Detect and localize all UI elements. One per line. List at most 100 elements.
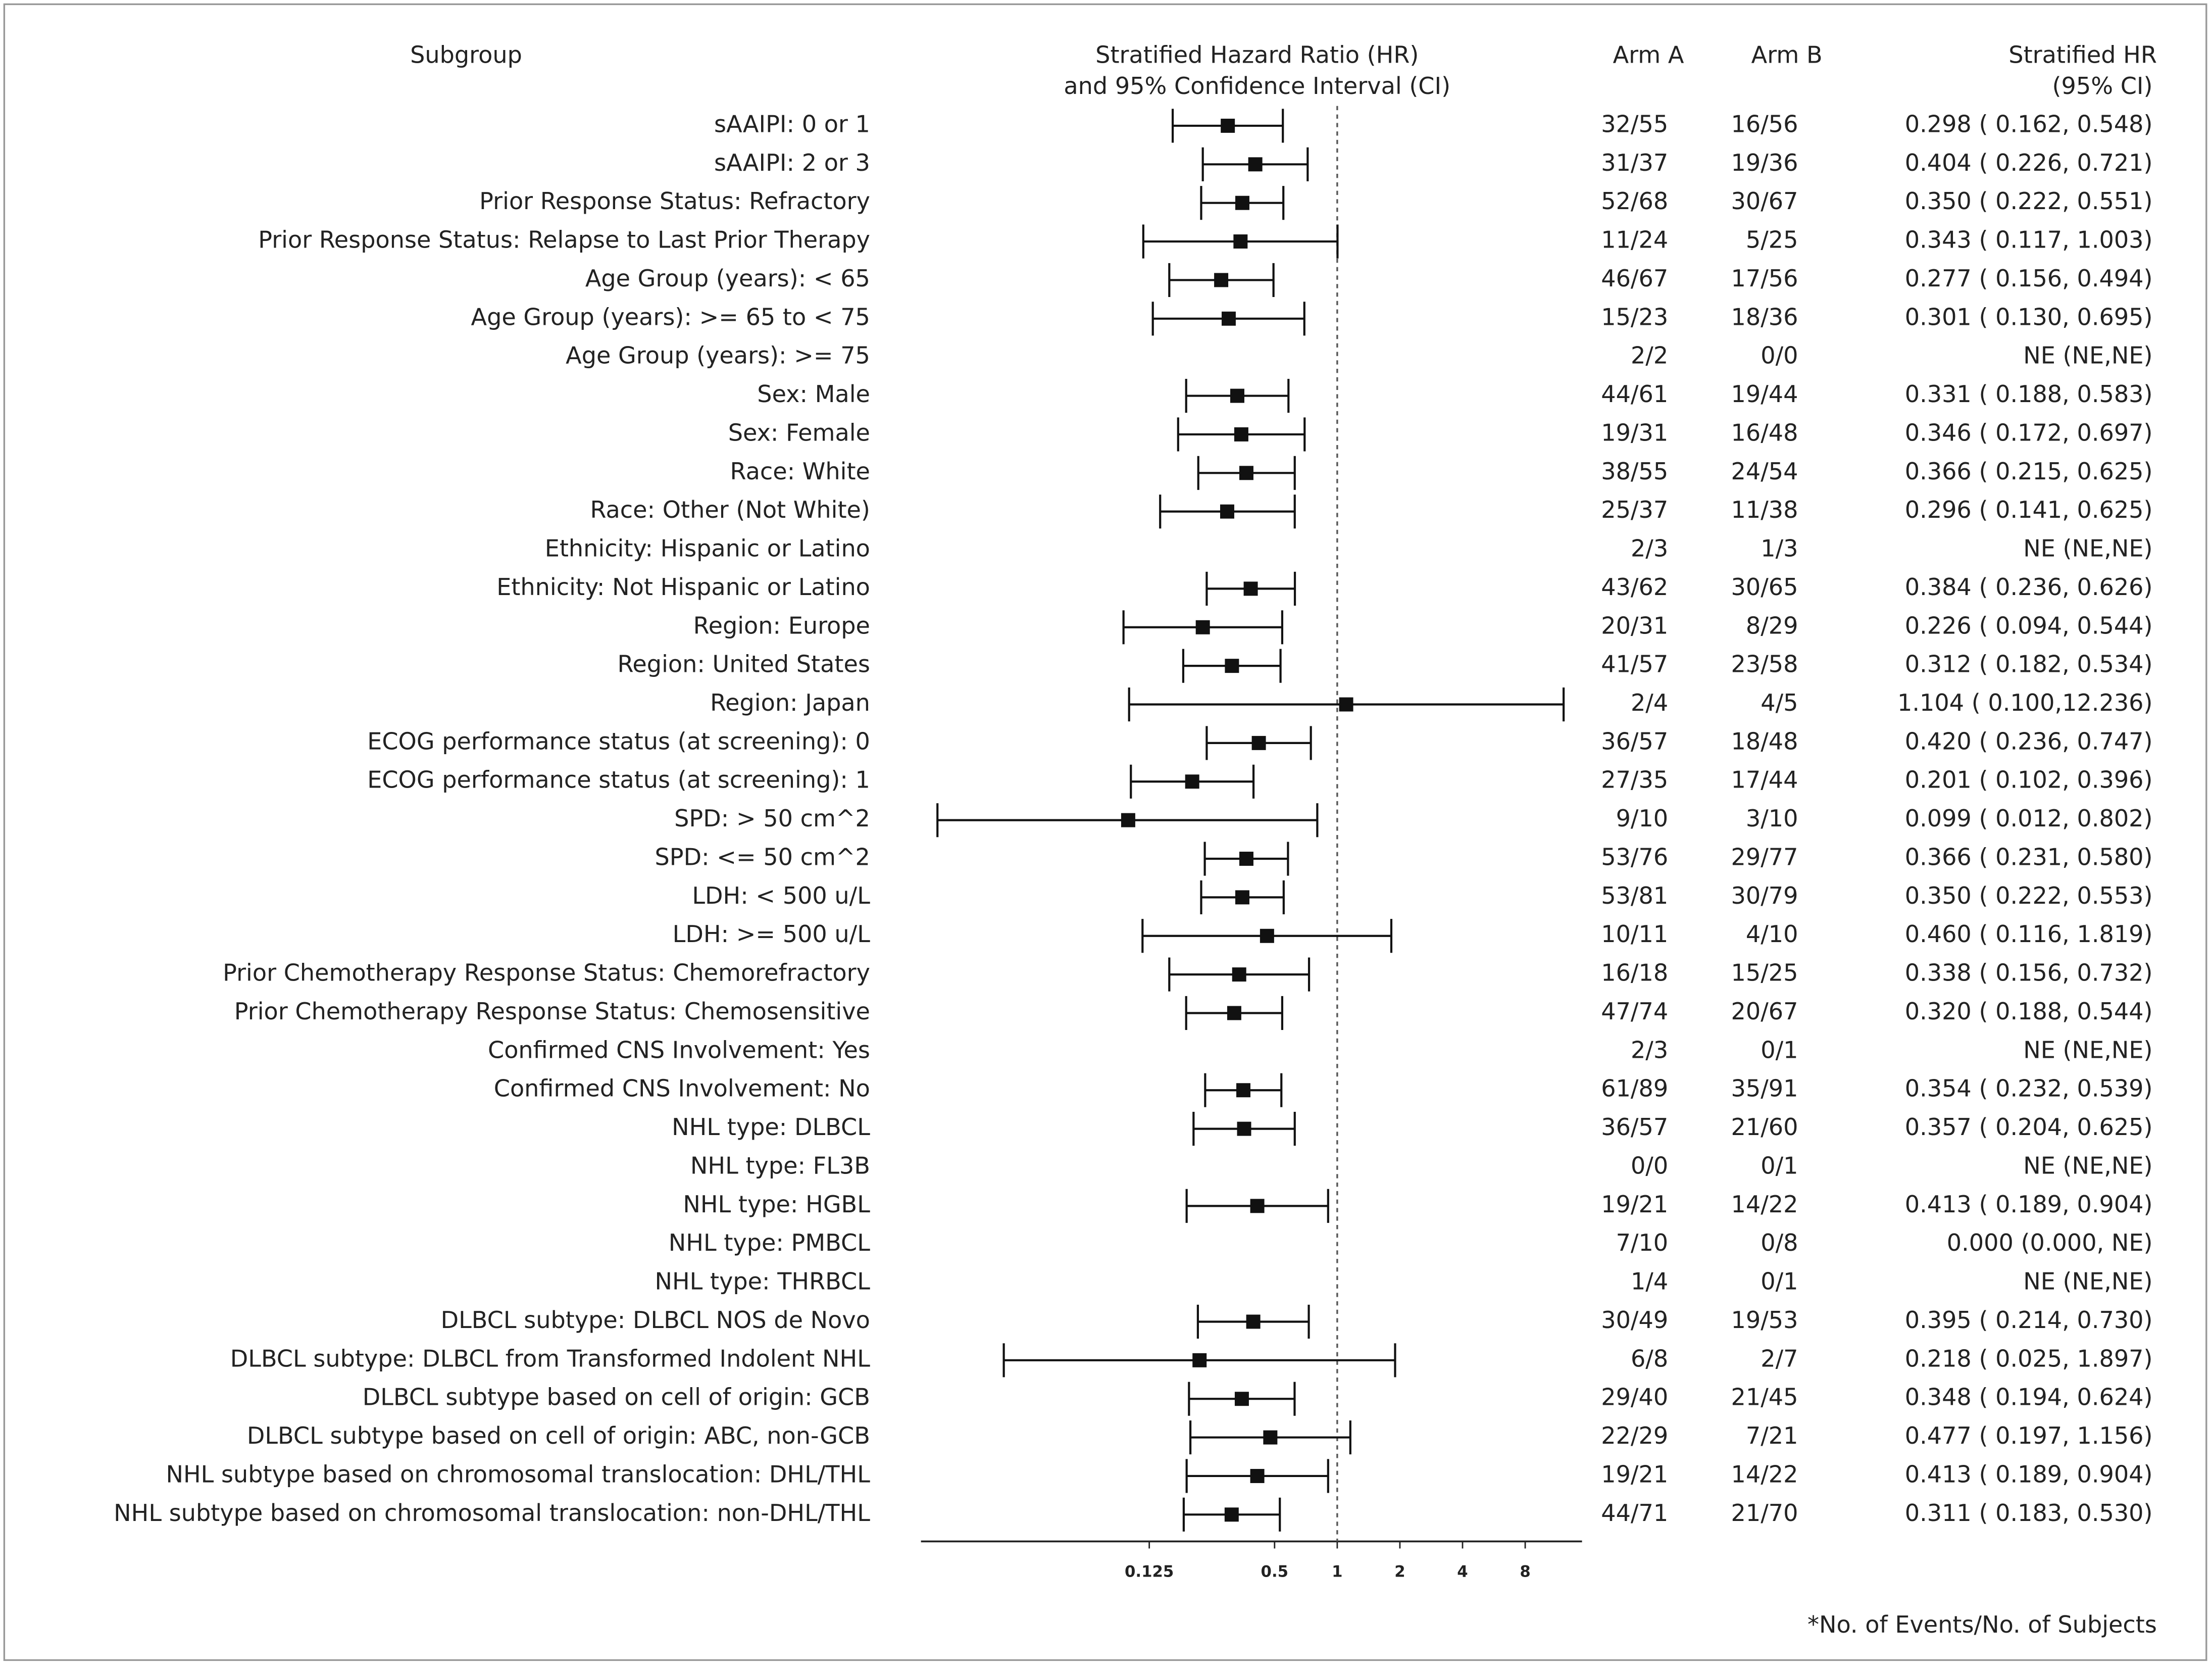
arm-b-value: 18/48 — [1731, 727, 1798, 755]
hr-marker — [1239, 852, 1253, 866]
subgroup-label: Region: Europe — [693, 612, 870, 639]
arm-a-value: 1/4 — [1631, 1268, 1668, 1295]
arm-b-value: 0/1 — [1761, 1268, 1798, 1295]
arm-a-value: 30/49 — [1601, 1306, 1668, 1334]
hr-marker — [1263, 1430, 1278, 1445]
arm-b-value: 30/67 — [1731, 187, 1798, 215]
hr-label: 0.366 ( 0.231, 0.580) — [1905, 844, 2153, 871]
subgroup-label: LDH: < 500 u/L — [692, 882, 870, 909]
hr-label: 0.301 ( 0.130, 0.695) — [1905, 303, 2153, 330]
arm-a-value: 7/10 — [1616, 1229, 1669, 1256]
subgroup-label: Confirmed CNS Involvement: Yes — [488, 1036, 870, 1063]
hr-marker — [1250, 1468, 1265, 1483]
arm-b-value: 11/38 — [1731, 496, 1798, 523]
arm-a-value: 2/2 — [1631, 342, 1668, 369]
subgroup-label: Sex: Male — [757, 380, 870, 408]
arm-b-value: 21/45 — [1731, 1384, 1798, 1411]
hr-label: 0.357 ( 0.204, 0.625) — [1905, 1113, 2153, 1141]
x-tick-label: 4 — [1457, 1563, 1468, 1581]
arm-a-value: 19/31 — [1601, 419, 1668, 446]
hr-marker — [1339, 697, 1353, 712]
arm-b-value: 0/0 — [1761, 342, 1798, 369]
arm-a-value: 36/57 — [1601, 1113, 1668, 1141]
hr-marker — [1220, 504, 1234, 519]
arm-b-value: 8/29 — [1746, 612, 1798, 639]
subgroup-label: Region: United States — [617, 651, 870, 678]
hr-marker — [1236, 1083, 1250, 1098]
arm-b-value: 19/36 — [1731, 149, 1798, 176]
arm-b-value: 15/25 — [1731, 959, 1798, 987]
hr-label: NE (NE,NE) — [2023, 342, 2152, 369]
arm-b-value: 16/48 — [1731, 419, 1798, 446]
subgroup-label: DLBCL subtype based on cell of origin: G… — [363, 1384, 870, 1411]
hr-marker — [1214, 273, 1229, 287]
hr-label: 0.420 ( 0.236, 0.747) — [1905, 727, 2153, 755]
arm-a-value: 19/21 — [1601, 1460, 1668, 1488]
hr-label: NE (NE,NE) — [2023, 1152, 2152, 1179]
arm-a-value: 61/89 — [1601, 1075, 1668, 1102]
hr-label: 0.477 ( 0.197, 1.156) — [1905, 1422, 2153, 1449]
subgroup-label: Prior Response Status: Relapse to Last P… — [258, 226, 870, 254]
hr-label: 0.099 ( 0.012, 0.802) — [1905, 805, 2153, 832]
arm-b-value: 0/8 — [1761, 1229, 1798, 1256]
arm-b-value: 14/22 — [1731, 1191, 1798, 1218]
arm-a-value: 41/57 — [1601, 651, 1668, 678]
hr-marker — [1246, 1314, 1261, 1329]
subgroup-label: ECOG performance status (at screening): … — [367, 766, 870, 794]
arm-a-value: 10/11 — [1601, 920, 1668, 948]
arm-b-header: Arm B — [1751, 41, 1823, 68]
hr-marker — [1192, 1353, 1207, 1367]
subgroup-label: NHL type: THRBCL — [655, 1268, 870, 1295]
arm-a-value: 36/57 — [1601, 727, 1668, 755]
hr-marker — [1260, 928, 1274, 943]
hr-marker — [1195, 620, 1210, 634]
subgroup-header: Subgroup — [410, 41, 522, 68]
arm-a-value: 43/62 — [1601, 573, 1668, 601]
arm-a-value: 2/4 — [1631, 689, 1668, 716]
hr-marker — [1227, 1006, 1241, 1020]
hr-label: 0.000 (0.000, NE) — [1947, 1229, 2153, 1256]
arm-a-value: 29/40 — [1601, 1384, 1668, 1411]
subgroup-label: SPD: > 50 cm^2 — [674, 805, 870, 832]
hr-marker — [1230, 388, 1244, 403]
hr-label: 0.338 ( 0.156, 0.732) — [1905, 959, 2153, 987]
hr-label: 0.320 ( 0.188, 0.544) — [1905, 998, 2153, 1025]
footnote: *No. of Events/No. of Subjects — [1807, 1611, 2157, 1638]
arm-b-value: 35/91 — [1731, 1075, 1798, 1102]
subgroup-label: Age Group (years): >= 65 to < 75 — [471, 303, 870, 330]
subgroup-label: Race: Other (Not White) — [590, 496, 870, 523]
arm-b-value: 3/10 — [1746, 805, 1798, 832]
arm-a-value: 2/3 — [1631, 1036, 1668, 1063]
subgroup-label: sAAIPI: 0 or 1 — [714, 110, 870, 137]
arm-b-value: 24/54 — [1731, 458, 1798, 485]
hr-marker — [1185, 774, 1199, 789]
arm-b-value: 16/56 — [1731, 110, 1798, 137]
subgroup-label: NHL type: FL3B — [690, 1152, 870, 1179]
subgroup-label: NHL subtype based on chromosomal translo… — [114, 1499, 870, 1527]
hr-label: 0.413 ( 0.189, 0.904) — [1905, 1460, 2153, 1488]
hr-label: 0.366 ( 0.215, 0.625) — [1905, 458, 2153, 485]
arm-a-value: 22/29 — [1601, 1422, 1668, 1449]
hr-marker — [1225, 659, 1239, 673]
arm-a-value: 9/10 — [1616, 805, 1669, 832]
subgroup-label: NHL type: PMBCL — [669, 1229, 870, 1256]
hr-marker — [1232, 967, 1246, 982]
subgroup-label: Region: Japan — [710, 689, 870, 716]
arm-a-value: 2/3 — [1631, 535, 1668, 562]
hr-marker — [1221, 311, 1236, 326]
subgroup-label: SPD: <= 50 cm^2 — [655, 844, 870, 871]
hr-marker — [1248, 157, 1263, 172]
arm-b-value: 21/70 — [1731, 1499, 1798, 1527]
arm-a-value: 44/71 — [1601, 1499, 1668, 1527]
x-tick-label: 2 — [1394, 1563, 1405, 1581]
frame — [3, 3, 2207, 1661]
arm-b-value: 29/77 — [1731, 844, 1798, 871]
x-tick-label: 8 — [1520, 1563, 1530, 1581]
x-tick-label: 0.125 — [1125, 1563, 1174, 1581]
hr-header: Stratified HR — [2008, 41, 2157, 68]
hr-label: 0.296 ( 0.141, 0.625) — [1905, 496, 2153, 523]
subgroup-label: DLBCL subtype: DLBCL NOS de Novo — [441, 1306, 870, 1334]
arm-a-value: 11/24 — [1601, 226, 1668, 254]
plot-subheader: and 95% Confidence Interval (CI) — [1064, 72, 1450, 100]
